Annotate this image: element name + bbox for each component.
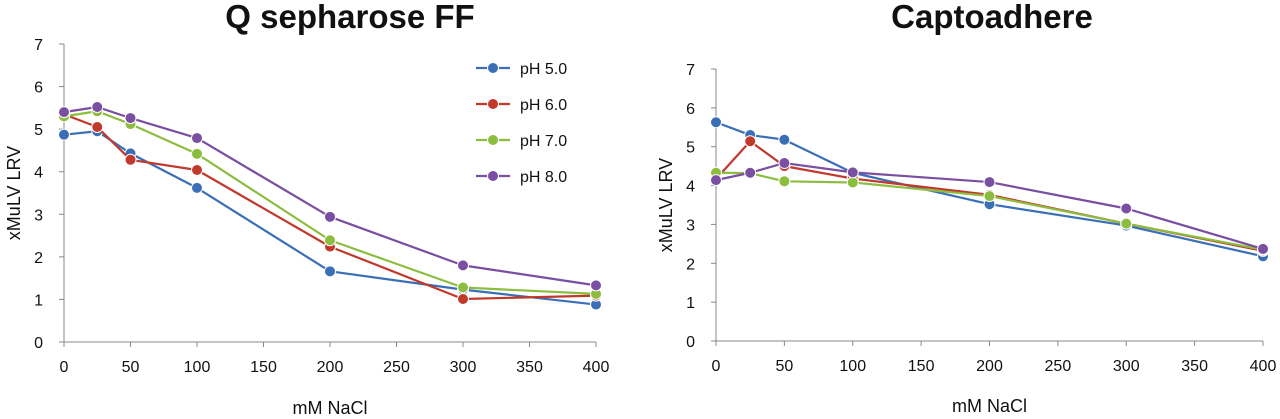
y-tick-label: 4	[34, 165, 43, 182]
x-tick-label: 0	[712, 358, 721, 375]
y-tick-label: 7	[34, 37, 43, 54]
y-tick-label: 2	[686, 256, 695, 273]
data-point-ph-7-0	[846, 176, 859, 189]
legend-label-ph-5-0: pH 5.0	[520, 61, 567, 78]
data-point-ph-6-0	[124, 153, 137, 166]
y-tick-label: 1	[34, 292, 43, 309]
x-tick-label: 200	[976, 358, 1003, 375]
x-tick-label: 350	[516, 359, 543, 376]
x-tick-label: 100	[839, 358, 866, 375]
data-point-ph-7-0	[191, 147, 203, 160]
data-point-ph-8-0	[590, 279, 602, 292]
y-axis-title: xMuLV LRV	[4, 146, 24, 240]
chart-title: Captoadhere	[891, 0, 1093, 35]
x-tick-label: 50	[122, 359, 140, 376]
x-axis-title: mM NaCl	[952, 396, 1027, 416]
y-tick-label: 4	[686, 179, 695, 196]
data-point-ph-8-0	[744, 166, 757, 179]
y-tick-label: 7	[686, 62, 695, 79]
x-tick-label: 0	[60, 359, 69, 376]
legend-label-ph-7-0: pH 7.0	[520, 133, 567, 150]
x-tick-label: 400	[583, 359, 610, 376]
x-tick-label: 300	[450, 359, 477, 376]
y-tick-label: 0	[686, 334, 695, 351]
y-tick-label: 6	[686, 101, 695, 118]
legend-marker-ph-7-0	[487, 134, 499, 146]
x-tick-label: 250	[1045, 358, 1072, 375]
data-point-ph-8-0	[846, 166, 859, 179]
x-tick-label: 200	[317, 359, 344, 376]
y-axis-title: xMuLV LRV	[656, 158, 676, 252]
legend: pH 5.0 pH 6.0 pH 7.0 pH 8.0	[476, 61, 567, 186]
x-tick-label: 400	[1250, 358, 1277, 375]
series-line-ph-8-0	[63, 105, 597, 287]
data-point-ph-8-0	[983, 176, 996, 189]
data-point-ph-8-0	[1257, 242, 1269, 255]
y-tick-label: 0	[34, 335, 43, 352]
legend-marker-ph-6-0	[487, 98, 499, 110]
data-point-ph-7-0	[1120, 217, 1133, 230]
data-point-ph-6-0	[457, 293, 469, 306]
data-point-ph-5-0	[191, 181, 203, 194]
y-tick-label: 5	[686, 140, 695, 157]
x-tick-label: 150	[908, 358, 935, 375]
data-point-ph-8-0	[324, 210, 336, 223]
data-point-ph-8-0	[710, 174, 722, 187]
data-point-ph-5-0	[778, 133, 791, 146]
y-tick-label: 1	[686, 295, 695, 312]
data-point-ph-6-0	[91, 121, 104, 134]
chart-title: Q sepharose FF	[225, 0, 474, 35]
y-tick-label: 5	[34, 122, 43, 139]
data-point-ph-8-0	[457, 259, 469, 272]
data-point-ph-8-0	[91, 101, 104, 114]
data-point-ph-8-0	[58, 106, 70, 119]
data-point-ph-6-0	[191, 164, 203, 177]
data-point-ph-5-0	[58, 128, 70, 141]
data-point-ph-6-0	[744, 135, 757, 148]
x-tick-label: 100	[184, 359, 211, 376]
data-point-ph-8-0	[1120, 202, 1133, 215]
y-tick-label: 3	[34, 207, 43, 224]
data-point-ph-5-0	[710, 116, 722, 129]
x-axis-title: mM NaCl	[293, 398, 368, 418]
data-point-ph-7-0	[324, 234, 336, 247]
x-tick-label: 300	[1113, 358, 1140, 375]
legend-label-ph-8-0: pH 8.0	[520, 169, 567, 186]
chart-2: Captoadhere 0 1 2 3 4 5 6 7 0 50 100 150 200 250 300 350…	[656, 0, 1276, 416]
x-tick-label: 250	[383, 359, 410, 376]
x-tick-label: 150	[250, 359, 277, 376]
data-point-ph-8-0	[191, 132, 203, 145]
data-point-ph-8-0	[124, 112, 137, 125]
data-point-ph-7-0	[778, 175, 791, 188]
data-point-ph-5-0	[324, 265, 336, 278]
data-point-ph-7-0	[983, 190, 996, 203]
x-tick-label: 350	[1181, 358, 1208, 375]
data-point-ph-8-0	[778, 157, 791, 170]
legend-marker-ph-5-0	[487, 62, 499, 74]
legend-label-ph-6-0: pH 6.0	[520, 97, 567, 114]
chart-1: Q sepharose FF 0 1 2 3 4 5 6 7 0 50 100 150 200 250 300…	[4, 0, 609, 418]
y-tick-label: 3	[686, 217, 695, 234]
legend-marker-ph-8-0	[487, 170, 499, 182]
y-tick-label: 2	[34, 250, 43, 267]
data-point-ph-7-0	[457, 281, 469, 294]
x-tick-label: 50	[775, 358, 793, 375]
y-tick-label: 6	[34, 80, 43, 97]
